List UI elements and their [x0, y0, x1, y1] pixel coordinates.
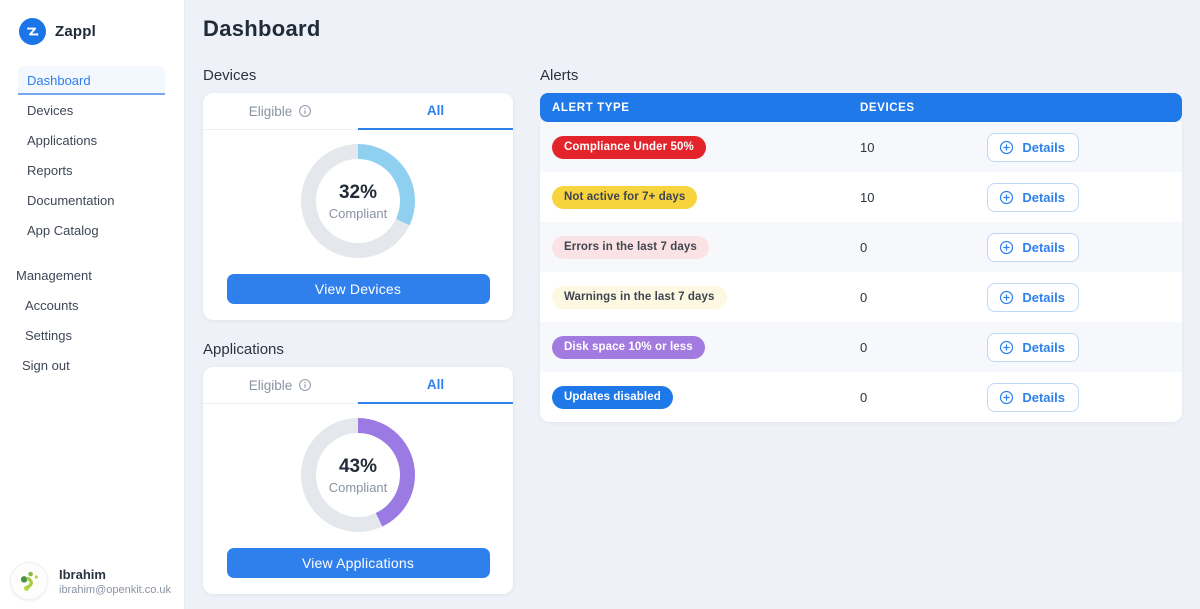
device-count: 0 — [860, 239, 868, 255]
tab-eligible-label: Eligible — [248, 103, 293, 119]
sidebar-section-management: Management — [16, 268, 92, 283]
sidebar-item-applications[interactable]: Applications — [27, 133, 98, 148]
plus-circle-icon — [1000, 240, 1014, 254]
devices-caption: Compliant — [328, 205, 388, 221]
details-button[interactable]: Details — [987, 182, 1079, 212]
alert-badge: Warnings in the last 7 days — [552, 285, 727, 309]
sidebar-item-sign-out[interactable]: Sign out — [22, 358, 70, 373]
applications-caption: Compliant — [328, 479, 388, 495]
sidebar-item-settings[interactable]: Settings — [25, 328, 72, 343]
info-icon[interactable] — [298, 378, 312, 392]
table-row: Compliance Under 50% 10 Details — [540, 122, 1182, 172]
main-content: Dashboard Devices Eligible All — [186, 0, 1200, 609]
info-icon[interactable] — [298, 104, 312, 118]
alert-badge: Updates disabled — [552, 385, 673, 409]
alerts-section-title: Alerts — [540, 67, 579, 84]
summary-column: Devices Eligible All — [203, 67, 513, 594]
sidebar-item-accounts[interactable]: Accounts — [25, 298, 79, 313]
device-count: 10 — [860, 139, 875, 155]
devices-donut-chart: 32% Compliant — [301, 144, 415, 258]
devices-percent: 32% — [338, 181, 378, 203]
user-profile[interactable]: Ibrahim ibrahim@openkit.co.uk — [10, 562, 171, 600]
alert-badge: Compliance Under 50% — [552, 135, 706, 159]
details-label: Details — [1022, 339, 1065, 355]
alert-badge: Disk space 10% or less — [552, 335, 705, 359]
sidebar-item-documentation[interactable]: Documentation — [27, 193, 115, 208]
alerts-section: Alerts ALERT TYPE DEVICES Compliance Und… — [540, 67, 1182, 422]
plus-circle-icon — [1000, 190, 1014, 204]
tab-all[interactable]: All — [358, 93, 513, 130]
tab-all-apps-label: All — [426, 377, 445, 392]
alert-type-cell: Not active for 7+ days — [540, 185, 860, 209]
table-row: Errors in the last 7 days 0 Details — [540, 222, 1182, 272]
applications-section-title: Applications — [203, 341, 284, 358]
sidebar-item-reports[interactable]: Reports — [27, 163, 73, 178]
table-row: Disk space 10% or less 0 Details — [540, 322, 1182, 372]
tab-all-label: All — [426, 103, 445, 118]
zappl-logo-icon — [19, 18, 46, 45]
alerts-table-header: ALERT TYPE DEVICES — [540, 93, 1182, 122]
details-button[interactable]: Details — [987, 282, 1079, 312]
devices-tabs: Eligible All — [203, 93, 513, 130]
details-label: Details — [1022, 389, 1065, 405]
details-label: Details — [1022, 289, 1065, 305]
sidebar-item-dashboard[interactable]: Dashboard — [18, 66, 165, 95]
details-button[interactable]: Details — [987, 382, 1079, 412]
details-label: Details — [1022, 189, 1065, 205]
tab-all-apps[interactable]: All — [358, 367, 513, 404]
user-info: Ibrahim ibrahim@openkit.co.uk — [59, 567, 171, 596]
tab-eligible[interactable]: Eligible — [203, 93, 358, 130]
device-count: 0 — [860, 389, 868, 405]
plus-circle-icon — [1000, 340, 1014, 354]
plus-circle-icon — [1000, 140, 1014, 154]
applications-donut-chart: 43% Compliant — [301, 418, 415, 532]
page-title: Dashboard — [203, 16, 321, 41]
devices-card: Eligible All 32% — [203, 93, 513, 320]
column-header-devices: DEVICES — [860, 101, 915, 114]
applications-tabs: Eligible All — [203, 367, 513, 404]
sidebar-item-devices[interactable]: Devices — [27, 103, 74, 118]
details-label: Details — [1022, 239, 1065, 255]
user-email: ibrahim@openkit.co.uk — [59, 583, 172, 596]
brand-logo[interactable]: Zappl — [0, 0, 184, 45]
view-applications-button[interactable]: View Applications — [226, 548, 490, 578]
table-row: Not active for 7+ days 10 Details — [540, 172, 1182, 222]
details-button[interactable]: Details — [987, 132, 1079, 162]
user-name: Ibrahim — [59, 566, 106, 582]
device-count: 0 — [860, 289, 868, 305]
applications-card: Eligible All — [203, 367, 513, 594]
details-button[interactable]: Details — [987, 232, 1079, 262]
brand-name: Zappl — [55, 23, 96, 40]
table-row: Warnings in the last 7 days 0 Details — [540, 272, 1182, 322]
alert-type-cell: Warnings in the last 7 days — [540, 285, 860, 309]
device-count: 0 — [860, 339, 868, 355]
devices-donut-center: 32% Compliant — [316, 159, 400, 243]
plus-circle-icon — [1000, 290, 1014, 304]
alert-type-cell: Updates disabled — [540, 385, 860, 409]
alert-type-cell: Errors in the last 7 days — [540, 235, 860, 259]
avatar — [10, 562, 48, 600]
tab-eligible-apps-label: Eligible — [248, 377, 293, 393]
view-devices-button[interactable]: View Devices — [226, 274, 490, 304]
table-row: Updates disabled 0 Details — [540, 372, 1182, 422]
details-label: Details — [1022, 139, 1065, 155]
alert-badge: Errors in the last 7 days — [552, 235, 709, 259]
plus-circle-icon — [1000, 390, 1014, 404]
alert-type-cell: Compliance Under 50% — [540, 135, 860, 159]
sidebar-item-app-catalog[interactable]: App Catalog — [27, 223, 99, 238]
sidebar: Zappl Dashboard Devices Applications Rep… — [0, 0, 185, 609]
details-button[interactable]: Details — [987, 332, 1079, 362]
alerts-table-body: Compliance Under 50% 10 Details Not acti… — [540, 122, 1182, 422]
alert-badge: Not active for 7+ days — [552, 185, 698, 209]
applications-donut-center: 43% Compliant — [316, 433, 400, 517]
tab-eligible-apps[interactable]: Eligible — [203, 367, 358, 404]
alert-type-cell: Disk space 10% or less — [540, 335, 860, 359]
applications-percent: 43% — [338, 455, 378, 477]
column-header-alert-type: ALERT TYPE — [552, 101, 630, 114]
devices-section-title: Devices — [203, 67, 257, 84]
device-count: 10 — [860, 189, 875, 205]
sidebar-nav: Dashboard Devices Applications Reports D… — [0, 66, 184, 381]
